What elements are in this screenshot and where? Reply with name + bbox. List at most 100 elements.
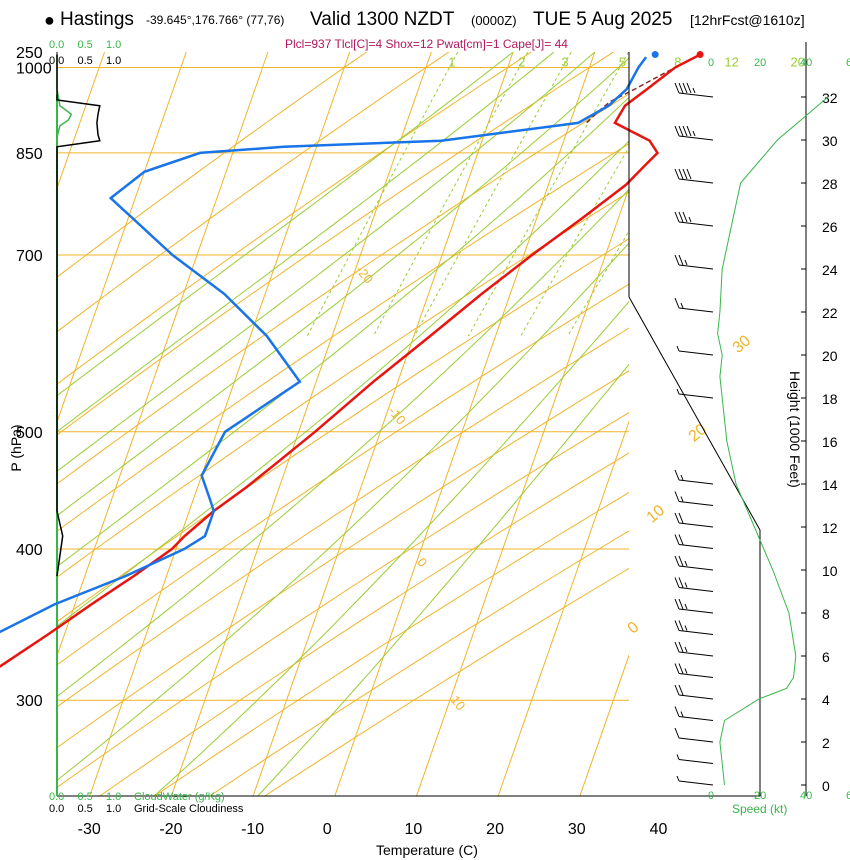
wind-barb-flag [678,620,684,631]
moist-adiabat [57,242,629,781]
wind-barb-flag [674,663,680,674]
isotherm-label: 0 [414,555,430,570]
wind-speed-bottom-tick: 60 [846,790,850,802]
wind-barb-half [688,216,692,223]
wind-barb-flag [678,641,684,653]
mixing-ratio-label: 8 [674,54,681,69]
wind-barb-staff [678,694,714,700]
wind-speed-top-tick: 60 [846,57,850,69]
wind-barb-staff [678,522,714,528]
wind-barb-staff [678,264,714,270]
wind-barb [674,641,714,657]
height-tick-label: 0 [822,778,830,794]
wind-barb-flag [686,125,692,137]
wind-barb-flag [674,727,680,739]
wind-barb [674,125,714,141]
wind-barb-flag [674,125,680,137]
wind-speed-legend: Speed (kt) [732,802,787,816]
dry-adiabat [57,52,367,278]
wind-barb [674,534,714,549]
mixing-ratio-line [306,52,459,337]
dry-adiabat [209,530,629,796]
wind-barb-staff [678,737,714,743]
wind-barb [674,512,714,528]
wind-barb [674,254,714,270]
temperature-tick-label: -20 [159,821,182,838]
station-marker: ● [44,10,55,30]
dry-adiabat [57,143,629,532]
wind-barb-staff [678,221,714,227]
wind-barb-flag [678,211,684,223]
wind-barb [674,168,714,184]
wind-barb-staff [678,350,714,356]
cloudwater-bottom-tick: 0.5 [78,791,93,803]
cloudiness-top-tick: 1.0 [106,55,121,67]
station-name: Hastings [60,9,134,30]
wind-barb-flag [678,598,684,610]
isotherm [662,52,850,796]
height-tick-label: 28 [822,176,838,192]
isotherm [89,52,351,796]
height-tick-label: 10 [822,563,838,579]
wind-barb [674,598,714,614]
height-tick-label: 2 [822,735,830,751]
wind-barb-flag [674,297,680,309]
cloudiness-bottom-tick: 1.0 [106,803,121,815]
mixing-ratio-line [413,52,572,337]
wind-barb-flag [678,663,684,674]
wind-barb [674,491,714,506]
wind-barb-staff [678,759,714,764]
wind-barb-flag [678,577,684,588]
isotherm [334,52,596,796]
dry-adiabat [57,411,629,788]
pressure-tick-label: 1000 [16,61,52,78]
pressure-tick-label: 500 [16,425,43,442]
stability-indices: Plcl=937 Tlcl[C]=4 Shox=12 Pwat[cm]=1 Ca… [285,37,568,51]
wind-barb-staff [678,307,714,313]
wind-barb-staff [678,780,714,786]
wind-barb-half [692,87,696,94]
surface-point [696,51,704,59]
wind-barb [674,577,714,592]
wind-barb-half [692,130,696,137]
wind-barb-flag [678,534,684,545]
wind-barb-half [684,625,688,631]
forecast-run: [12hrFcst@1610z] [690,12,805,28]
dry-adiabat-label: 20 [686,421,711,446]
temperature-trace [0,53,701,668]
pressure-tick-label: 850 [16,146,43,163]
wind-barb-staff [678,178,714,184]
wind-barb [674,684,714,700]
height-tick-label: 22 [822,305,838,321]
wind-barb-staff [678,565,714,571]
height-tick-label: 16 [822,434,838,450]
wind-barb-half [680,302,684,309]
cloudiness-profile [56,54,101,577]
height-tick-label: 26 [822,219,838,235]
wind-barb-half [684,603,688,610]
background-lines [57,52,850,796]
wind-barb [676,775,714,786]
mixing-ratio-line [372,52,529,337]
wind-barb-half [680,496,684,502]
wind-barb [674,706,714,721]
pressure-axis-label: P (hPa) [8,424,24,472]
wind-barb-staff [678,630,714,635]
wind-barb-staff [678,92,714,98]
isotherm [170,52,432,796]
moist-adiabat [57,188,629,698]
temperature-tick-label: 0 [323,821,332,838]
cloudwater-bottom-tick: 0.0 [49,791,64,803]
wind-barb-flag [678,125,684,137]
temperature-tick-label: -30 [78,821,101,838]
wind-barb-flag [678,555,684,567]
moist-adiabat [153,300,629,796]
wind-barb-flag [674,469,680,481]
cloudwater-top-tick: 0.5 [78,39,93,51]
dry-adiabat [57,93,629,485]
pressure-tick-label: 700 [16,248,43,265]
wind-barb-staff [678,135,714,141]
height-tick-label: 32 [822,90,838,106]
wind-barb-half [676,754,680,760]
wind-barb-staff [678,393,714,399]
